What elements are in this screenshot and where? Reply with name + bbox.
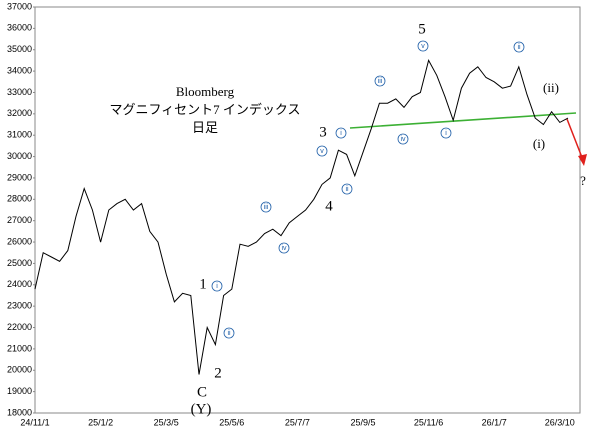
price-line <box>34 59 569 375</box>
wave-circle <box>211 280 223 292</box>
title-line: マグニフィセント7 インデックス <box>109 102 300 117</box>
y-tick-label: 28000 <box>7 194 32 204</box>
y-tick-label: 31000 <box>7 130 32 140</box>
circled-label: iii <box>264 204 269 211</box>
title-line: 日足 <box>192 120 218 135</box>
y-tick-label: 32000 <box>7 108 32 118</box>
title-line: Bloomberg <box>176 84 235 99</box>
circled-label: i <box>445 130 447 137</box>
wave-label: 3 <box>319 124 327 140</box>
y-tick-label: 36000 <box>7 23 32 33</box>
y-tick-label: 27000 <box>7 215 32 225</box>
wave-circle <box>417 40 429 52</box>
wave-label: (ii) <box>543 80 559 95</box>
x-tick-label: 25/9/5 <box>350 417 375 427</box>
trend-line <box>349 112 577 129</box>
y-tick-label: 37000 <box>7 1 32 11</box>
wave-label: ? <box>580 173 586 188</box>
x-tick-label: 25/5/6 <box>219 417 244 427</box>
x-tick-label: 25/1/2 <box>88 417 113 427</box>
wave-label: 2 <box>214 365 222 381</box>
x-tick-label: 25/7/7 <box>285 417 310 427</box>
y-tick-label: 21000 <box>7 343 32 353</box>
x-tick-label: 24/11/1 <box>20 417 49 427</box>
wave-circle <box>513 41 525 53</box>
y-tick-label: 35000 <box>7 44 32 54</box>
wave-label: C <box>197 384 207 400</box>
y-tick-label: 19000 <box>7 386 32 396</box>
y-tick-label: 29000 <box>7 172 32 182</box>
red-arrow <box>566 118 584 161</box>
wave-circle <box>278 242 290 254</box>
wave-circle <box>374 75 386 87</box>
wave-label: 5 <box>418 21 426 37</box>
wave-circle <box>397 133 409 145</box>
y-tick-label: 24000 <box>7 279 32 289</box>
wave-label: 4 <box>325 198 333 214</box>
y-tick-label: 34000 <box>7 65 32 75</box>
red-arrow-head <box>578 154 587 166</box>
y-tick-label: 18000 <box>7 407 32 417</box>
circled-label: iv <box>281 245 287 252</box>
x-tick-label: 26/1/7 <box>482 417 507 427</box>
wave-circle <box>223 327 235 339</box>
plot-frame <box>34 6 581 414</box>
x-tick-label: 26/3/10 <box>545 417 575 427</box>
circled-label: ii <box>227 330 231 337</box>
wave-label: (Y) <box>191 401 212 417</box>
circled-label: iv <box>400 136 406 143</box>
y-tick-label: 26000 <box>7 236 32 246</box>
circled-label: ii <box>517 44 521 51</box>
x-tick-label: 25/11/6 <box>414 417 443 427</box>
y-tick-label: 25000 <box>7 258 32 268</box>
circled-label: v <box>320 148 324 155</box>
wave-circle <box>316 145 328 157</box>
wave-label: 1 <box>199 276 207 292</box>
y-tick-label: 22000 <box>7 322 32 332</box>
circled-label: ii <box>345 186 349 193</box>
wave-circle <box>341 183 353 195</box>
wave-circle <box>335 127 347 139</box>
y-tick-label: 33000 <box>7 87 32 97</box>
circled-label: iii <box>378 78 383 85</box>
y-tick-label: 23000 <box>7 301 32 311</box>
y-tick-label: 20000 <box>7 365 32 375</box>
circled-label: i <box>216 283 218 290</box>
x-tick-label: 25/3/5 <box>154 417 179 427</box>
wave-circle <box>440 127 452 139</box>
circled-label: i <box>340 130 342 137</box>
wave-circle <box>260 201 272 213</box>
circled-label: v <box>421 43 425 50</box>
wave-label: (i) <box>533 136 545 151</box>
y-tick-label: 30000 <box>7 151 32 161</box>
